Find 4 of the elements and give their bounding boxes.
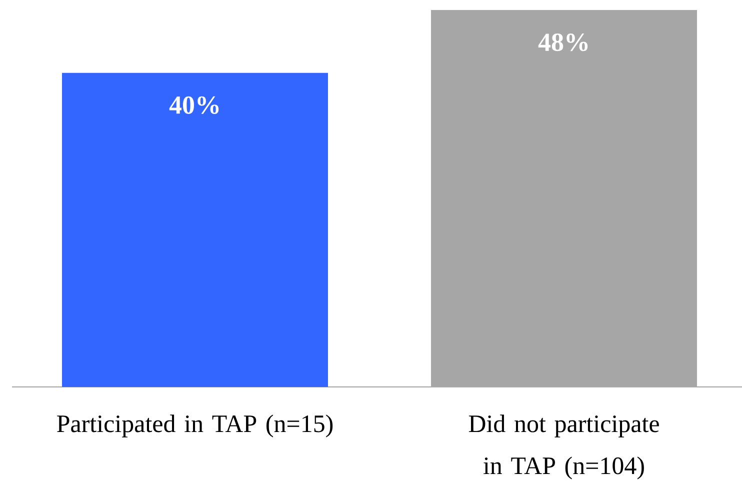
data-label: 48% xyxy=(538,34,588,52)
x-tick-label: Participated in TAP (n=15) xyxy=(57,414,333,438)
x-tick-label: Did not participate in TAP (n=104) xyxy=(468,414,659,480)
data-label: 40% xyxy=(169,96,219,114)
